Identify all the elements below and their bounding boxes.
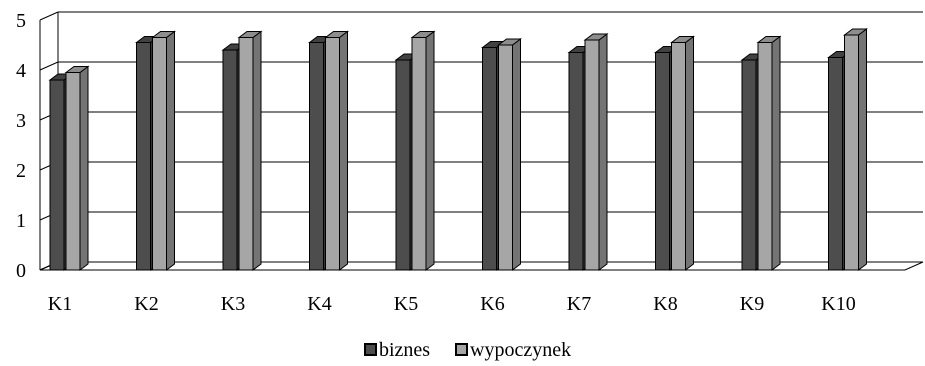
y-axis-ticks: 0 1 2 3 4 5 — [16, 10, 26, 282]
x-tick-label: K7 — [567, 293, 591, 315]
bar — [237, 30, 263, 271]
bar-side — [685, 35, 694, 271]
gridline-side — [39, 61, 59, 71]
x-axis-ticks: K1 K2 K3 K4 K5 K6 K7 K8 K9 K10 — [48, 293, 856, 315]
x-tick-label: K10 — [821, 293, 855, 315]
bar-side — [771, 35, 781, 271]
x-tick-label: K8 — [653, 293, 677, 315]
bar-side — [339, 30, 348, 271]
y-tick-label: 4 — [16, 60, 26, 82]
bar-front — [65, 72, 81, 271]
bar-front — [757, 42, 773, 271]
y-tick-label: 3 — [16, 110, 26, 132]
gridline-side — [39, 11, 59, 21]
y-tick-label: 1 — [16, 210, 26, 232]
legend-label: biznes — [379, 339, 430, 361]
x-tick-label: K5 — [394, 293, 418, 315]
y-tick-label: 2 — [16, 160, 26, 182]
bar-front — [152, 37, 167, 271]
legend: biznes wypoczynek — [364, 339, 571, 361]
bar-side — [425, 30, 435, 271]
bar-side — [166, 30, 175, 271]
y-tick-label: 0 — [16, 260, 26, 282]
bar-front — [222, 49, 238, 271]
bar-side — [512, 38, 521, 271]
bar — [756, 35, 782, 271]
bar — [410, 30, 436, 271]
bar-side — [79, 65, 89, 271]
x-tick-label: K1 — [48, 293, 72, 315]
bar-front — [655, 52, 670, 271]
x-tick-label: K6 — [480, 293, 504, 315]
bar — [497, 38, 522, 271]
legend-swatch — [364, 343, 377, 356]
bar-front — [671, 42, 686, 271]
bar-front — [395, 59, 411, 271]
legend-swatch — [455, 343, 468, 356]
bar-front — [568, 52, 584, 271]
bar-side — [858, 28, 867, 271]
legend-label: wypoczynek — [470, 339, 571, 361]
bar-front — [136, 42, 151, 271]
bar-front — [325, 37, 340, 271]
bar-front — [411, 37, 427, 271]
bar — [583, 33, 609, 271]
y-tick-label: 5 — [16, 10, 26, 32]
bar-front — [498, 44, 513, 271]
bar-side — [598, 33, 608, 271]
bar-front — [844, 34, 859, 271]
bar-side — [252, 30, 262, 271]
x-tick-label: K9 — [740, 293, 764, 315]
bar-front — [584, 39, 600, 271]
bar-front — [49, 79, 65, 271]
bars — [48, 28, 868, 271]
bar — [324, 30, 349, 271]
bar-front — [741, 59, 757, 271]
bar-front — [482, 47, 497, 271]
x-tick-label: K4 — [307, 293, 331, 315]
bar — [64, 65, 90, 271]
bar — [843, 28, 868, 271]
bar — [151, 30, 176, 271]
bar-front — [309, 42, 324, 271]
x-tick-label: K2 — [134, 293, 158, 315]
bar-front — [238, 37, 254, 271]
x-tick-label: K3 — [221, 293, 245, 315]
bar — [670, 35, 695, 271]
bar-front — [828, 57, 843, 271]
